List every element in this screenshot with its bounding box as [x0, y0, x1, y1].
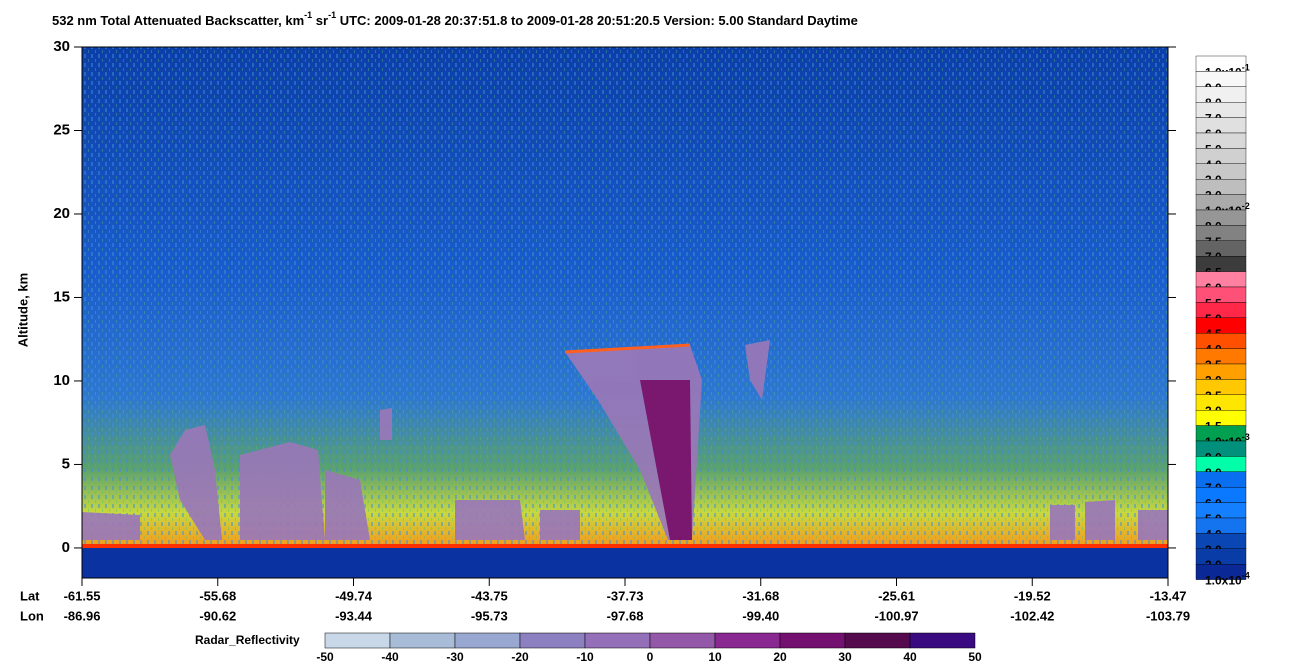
radar-tick-label: 40	[903, 650, 917, 664]
colorbar-label-exp: -4	[1242, 571, 1250, 581]
lon-tick-label: -90.62	[199, 608, 236, 623]
lon-tick-label: -95.73	[471, 608, 508, 623]
colorbar-label-exp: -1	[1242, 63, 1250, 73]
radar-tick-label: 50	[968, 650, 982, 664]
radar-tick-label: -40	[381, 650, 399, 664]
colorbar-label-exp: -2	[1242, 201, 1250, 211]
radar-colorbar-cell	[389, 632, 456, 649]
lon-row-label: Lon	[20, 608, 44, 623]
lon-tick-label: -97.68	[607, 608, 644, 623]
radar-tick-label: -30	[446, 650, 464, 664]
radar-colorbar-cell	[519, 632, 586, 649]
lon-tick-label: -103.79	[1146, 608, 1190, 623]
radar-colorbar-cell	[779, 632, 846, 649]
lat-tick-label: -49.74	[335, 588, 373, 603]
radar-colorbar-label: Radar_Reflectivity	[195, 633, 300, 647]
backscatter-field	[82, 47, 1168, 578]
lat-tick-label: -37.73	[607, 588, 644, 603]
radar-tick-label: 10	[708, 650, 722, 664]
lon-tick-label: -93.44	[335, 608, 373, 623]
radar-tick-label: -20	[511, 650, 529, 664]
y-tick-label: 25	[53, 121, 70, 138]
lat-tick-label: -55.68	[199, 588, 236, 603]
radar-colorbar-cell	[909, 632, 976, 649]
lon-tick-label: -86.96	[64, 608, 101, 623]
y-tick-label: 15	[53, 288, 70, 305]
lat-tick-label: -25.61	[878, 588, 915, 603]
lon-tick-label: -99.40	[742, 608, 779, 623]
lat-tick-label: -43.75	[471, 588, 508, 603]
radar-tick-label: -10	[576, 650, 594, 664]
y-tick-label: 0	[62, 539, 70, 556]
lon-tick-label: -102.42	[1010, 608, 1054, 623]
colorbar-label-exp: -3	[1242, 432, 1250, 442]
lat-tick-label: -19.52	[1014, 588, 1051, 603]
colorbar-label: 1.0x10-4	[1205, 571, 1250, 588]
lon-tick-label: -100.97	[874, 608, 918, 623]
lat-tick-label: -13.47	[1150, 588, 1187, 603]
radar-colorbar-cell	[649, 632, 716, 649]
lat-row-label: Lat	[20, 588, 40, 603]
y-axis-label: Altitude, km	[15, 273, 30, 347]
y-tick-label: 10	[53, 372, 70, 389]
chart-title: 532 nm Total Attenuated Backscatter, km-…	[52, 10, 858, 28]
colorbar-label-text: 1.0x10	[1205, 574, 1242, 588]
radar-colorbar-cell	[324, 632, 391, 649]
radar-colorbar-cell	[844, 632, 911, 649]
lat-tick-label: -31.68	[742, 588, 779, 603]
radar-colorbar-cell	[454, 632, 521, 649]
y-tick-label: 5	[62, 455, 70, 472]
y-tick-label: 20	[53, 205, 70, 222]
radar-tick-label: -50	[316, 650, 334, 664]
colorbar-cell	[1195, 564, 1247, 580]
radar-tick-label: 0	[647, 650, 654, 664]
lat-tick-label: -61.55	[64, 588, 101, 603]
radar-colorbar-cell	[714, 632, 781, 649]
radar-tick-label: 30	[838, 650, 852, 664]
y-tick-label: 30	[53, 38, 70, 55]
radar-colorbar-cell	[584, 632, 651, 649]
radar-tick-label: 20	[773, 650, 787, 664]
